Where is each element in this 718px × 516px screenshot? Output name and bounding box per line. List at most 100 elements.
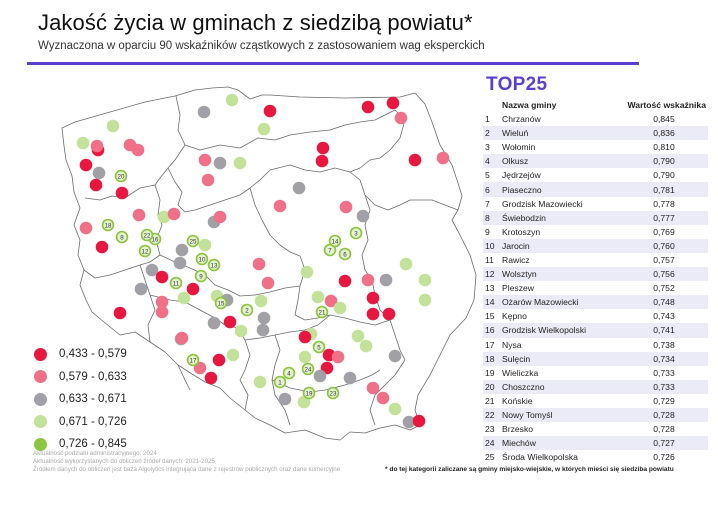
table-row: 12 Wolsztyn 0,756 bbox=[483, 267, 708, 282]
name-cell: Olkusz bbox=[502, 156, 529, 167]
top25-marker: 4 bbox=[282, 366, 296, 380]
municipality-dot bbox=[298, 350, 312, 364]
name-cell: Wolsztyn bbox=[502, 269, 537, 280]
municipality-dot bbox=[315, 154, 329, 168]
svg-text:12: 12 bbox=[142, 248, 149, 255]
municipality-dot bbox=[90, 139, 104, 153]
table-row: 8 Świebodzin 0,777 bbox=[483, 210, 708, 225]
legend-item: 0,671 - 0,726 bbox=[34, 411, 127, 434]
value-cell: 0,790 bbox=[653, 170, 675, 181]
municipality-dot bbox=[79, 221, 93, 235]
svg-text:17: 17 bbox=[190, 357, 197, 364]
municipality-dot bbox=[278, 392, 292, 406]
municipality-dot bbox=[338, 274, 352, 288]
legend-dot-icon bbox=[34, 415, 47, 429]
top25-marker: 21 bbox=[315, 305, 329, 319]
rank-cell: 8 bbox=[485, 212, 490, 223]
municipality-dot bbox=[186, 282, 200, 296]
top25-marker: 14 bbox=[328, 234, 342, 248]
svg-text:19: 19 bbox=[306, 390, 313, 397]
legend-dot-icon bbox=[34, 347, 47, 361]
svg-text:1: 1 bbox=[278, 379, 282, 386]
top25-marker: 23 bbox=[326, 386, 340, 400]
table-row: 19 Wieliczka 0,733 bbox=[483, 366, 708, 380]
footnote-marker: * bbox=[385, 466, 388, 473]
footnote: * do tej kategorii zaliczane są gminy mi… bbox=[385, 466, 674, 473]
svg-text:24: 24 bbox=[305, 366, 312, 373]
municipality-dot bbox=[173, 256, 187, 270]
municipality-dot bbox=[412, 414, 426, 428]
table-row: 4 Olkusz 0,790 bbox=[483, 154, 708, 169]
table-row: 13 Pleszew 0,752 bbox=[483, 281, 708, 295]
municipality-dot bbox=[134, 282, 148, 296]
name-cell: Środa Wielkopolska bbox=[502, 452, 578, 463]
table-row: 24 Miechów 0,727 bbox=[483, 436, 708, 451]
rank-cell: 14 bbox=[485, 297, 495, 308]
municipality-dot bbox=[366, 381, 380, 395]
table-row: 22 Nowy Tomyśl 0,728 bbox=[483, 407, 708, 423]
rank-cell: 12 bbox=[485, 269, 495, 280]
value-cell: 0,734 bbox=[653, 353, 675, 364]
municipality-dot bbox=[292, 181, 306, 195]
value-cell: 0,748 bbox=[653, 297, 675, 308]
name-cell: Wołomin bbox=[502, 142, 536, 153]
table-row: 23 Brzesko 0,728 bbox=[483, 422, 708, 436]
top25-marker: 13 bbox=[207, 258, 221, 272]
municipality-dot bbox=[386, 96, 400, 110]
municipality-dot bbox=[177, 291, 191, 305]
top25-marker: 24 bbox=[301, 362, 315, 376]
municipality-dot bbox=[95, 240, 109, 254]
top25-marker: 6 bbox=[338, 247, 352, 261]
rank-cell: 2 bbox=[485, 128, 490, 139]
municipality-dot bbox=[359, 339, 373, 353]
municipality-dot bbox=[233, 156, 247, 170]
rank-cell: 16 bbox=[485, 325, 495, 336]
legend-item: 0,433 - 0,579 bbox=[34, 343, 127, 366]
svg-text:10: 10 bbox=[199, 256, 206, 263]
svg-text:3: 3 bbox=[354, 230, 358, 237]
municipality-dot bbox=[92, 166, 106, 180]
municipality-dot bbox=[197, 105, 211, 119]
top25-marker: 9 bbox=[194, 269, 208, 283]
value-cell: 0,726 bbox=[653, 452, 675, 463]
municipality-dot bbox=[256, 323, 270, 337]
municipality-dot bbox=[79, 158, 93, 172]
municipality-dot bbox=[313, 369, 327, 383]
legend-item: 0,579 - 0,633 bbox=[34, 366, 127, 389]
top25-marker: 19 bbox=[302, 386, 316, 400]
municipality-dot bbox=[76, 136, 90, 150]
municipality-dot bbox=[213, 156, 227, 170]
municipality-dot bbox=[273, 199, 287, 213]
municipality-dot bbox=[379, 273, 393, 287]
rank-cell: 15 bbox=[485, 311, 495, 322]
name-cell: Sulęcin bbox=[502, 353, 531, 364]
legend-label: 0,633 - 0,671 bbox=[59, 393, 127, 406]
svg-text:15: 15 bbox=[218, 300, 225, 307]
value-cell: 0,741 bbox=[653, 325, 675, 336]
page-subtitle: Wyznaczona w oparciu 90 wskaźników cząst… bbox=[38, 40, 485, 52]
table-row: 7 Grodzisk Mazowiecki 0,778 bbox=[483, 197, 708, 211]
legend-label: 0,726 - 0,845 bbox=[59, 438, 127, 451]
municipality-dot bbox=[388, 402, 402, 416]
municipality-dot bbox=[436, 151, 450, 165]
top25-marker: 15 bbox=[214, 296, 228, 310]
rank-cell: 5 bbox=[485, 170, 490, 181]
municipality-dot bbox=[316, 141, 330, 155]
ranking-title: TOP25 bbox=[486, 74, 548, 95]
rank-cell: 3 bbox=[485, 142, 490, 153]
country-outline bbox=[61, 86, 477, 441]
municipality-dot bbox=[254, 294, 268, 308]
rank-cell: 11 bbox=[485, 254, 494, 265]
legend-label: 0,433 - 0,579 bbox=[59, 348, 127, 361]
municipality-dot bbox=[257, 311, 271, 325]
municipality-dot bbox=[252, 257, 266, 271]
poland-map: 1234567891011121314151617181920212223242… bbox=[61, 86, 477, 441]
name-cell: Chrzanów bbox=[502, 114, 541, 125]
svg-text:21: 21 bbox=[319, 309, 326, 316]
rank-cell: 18 bbox=[485, 353, 495, 364]
rank-cell: 20 bbox=[485, 381, 495, 392]
name-cell: Końskie bbox=[502, 395, 533, 406]
municipality-dot bbox=[198, 238, 212, 252]
top25-marker: 5 bbox=[312, 340, 326, 354]
municipality-dot bbox=[89, 178, 103, 192]
